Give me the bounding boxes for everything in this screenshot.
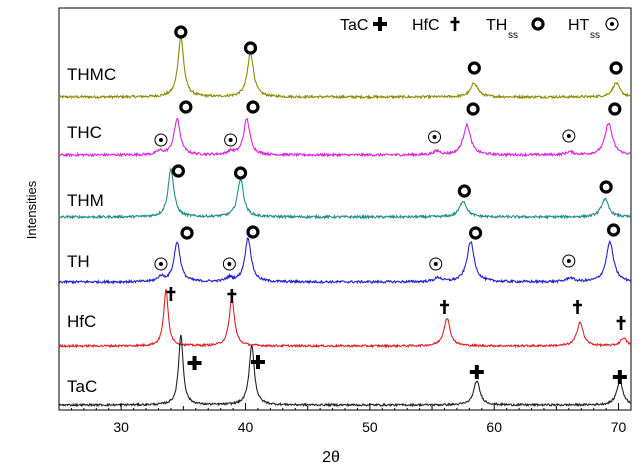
dagger-marker bbox=[227, 289, 237, 303]
ring-marker bbox=[246, 100, 260, 114]
legend-subscript: ss bbox=[590, 30, 600, 41]
legend-cross-icon bbox=[373, 17, 387, 31]
dotted-circle-dot bbox=[566, 259, 571, 263]
dotted-circle-dot bbox=[227, 262, 232, 266]
peak-markers bbox=[154, 25, 627, 384]
trace-tac bbox=[58, 334, 632, 408]
dotted-circle-dot bbox=[566, 134, 571, 138]
y-axis-label: Intensities bbox=[24, 180, 39, 239]
dotted-circle-marker bbox=[429, 257, 443, 271]
ring-marker bbox=[180, 226, 194, 240]
dagger-marker bbox=[166, 287, 176, 301]
ring-marker bbox=[233, 166, 248, 180]
dagger-marker bbox=[573, 300, 583, 314]
x-tick-label: 40 bbox=[238, 419, 254, 435]
ring-marker bbox=[246, 225, 260, 239]
trace-thc bbox=[58, 117, 632, 158]
ring-marker bbox=[609, 61, 623, 75]
ring-marker bbox=[608, 102, 622, 116]
dotted-circle-marker bbox=[224, 133, 238, 147]
dotted-circle-dot bbox=[432, 135, 437, 139]
legend-dagger-icon bbox=[450, 17, 460, 31]
x-tick-label: 30 bbox=[113, 419, 129, 435]
legend-ring-icon bbox=[531, 17, 545, 31]
dotted-circle-marker bbox=[154, 133, 168, 147]
series-label-thc: THC bbox=[67, 123, 102, 142]
trace-th bbox=[58, 237, 632, 285]
ring-marker bbox=[171, 164, 185, 178]
x-tick-label: 60 bbox=[486, 419, 502, 435]
trace-hfc bbox=[58, 288, 632, 349]
dotted-circle-dot bbox=[158, 262, 163, 266]
dotted-circle-marker bbox=[154, 257, 168, 271]
series-label-tac: TaC bbox=[67, 377, 97, 396]
ring-marker bbox=[457, 184, 471, 198]
x-axis-label: 2θ bbox=[322, 449, 340, 466]
cross-marker bbox=[187, 356, 202, 370]
legend-dotted-circle-dot bbox=[610, 22, 614, 26]
dotted-circle-marker bbox=[428, 130, 442, 144]
dotted-circle-dot bbox=[433, 262, 438, 266]
ring-marker bbox=[179, 100, 193, 114]
plot-frame bbox=[58, 7, 632, 411]
cross-marker bbox=[469, 365, 484, 379]
legend-label-th: TH bbox=[486, 17, 507, 34]
series-label-thmc: THMC bbox=[67, 65, 116, 84]
ring-marker bbox=[468, 226, 483, 240]
series-label-th: TH bbox=[67, 252, 90, 271]
trace-thmc bbox=[58, 35, 632, 101]
dotted-circle-marker bbox=[222, 257, 236, 271]
legend-label-ht: HT bbox=[568, 17, 590, 34]
traces bbox=[58, 35, 632, 408]
legend-label-tac: TaC bbox=[340, 17, 368, 34]
series-labels: THMC THC THM TH HfC TaC bbox=[67, 65, 116, 396]
ring-marker bbox=[606, 223, 621, 237]
legend-subscript: ss bbox=[508, 30, 518, 41]
dotted-circle-dot bbox=[228, 138, 233, 142]
dagger-marker bbox=[616, 316, 626, 330]
x-tick-label: 70 bbox=[611, 419, 627, 435]
series-label-thm: THM bbox=[67, 191, 104, 210]
trace-thm bbox=[58, 168, 632, 220]
dagger-marker bbox=[439, 300, 449, 314]
ring-marker bbox=[599, 180, 613, 194]
ring-marker bbox=[467, 61, 481, 75]
x-tick-label: 50 bbox=[362, 419, 378, 435]
dotted-circle-marker bbox=[562, 129, 576, 143]
ring-marker bbox=[174, 25, 188, 39]
x-axis: 30 40 50 60 70 bbox=[70, 403, 627, 435]
legend-label-hfc: HfC bbox=[412, 17, 440, 34]
ring-marker bbox=[466, 102, 480, 116]
cross-marker bbox=[612, 370, 627, 384]
ring-marker bbox=[243, 41, 258, 55]
cross-marker bbox=[250, 355, 265, 369]
legend-dotted-circle-icon bbox=[605, 17, 619, 31]
dotted-circle-dot bbox=[158, 138, 163, 142]
series-label-hfc: HfC bbox=[67, 312, 96, 331]
dotted-circle-marker bbox=[562, 254, 576, 268]
